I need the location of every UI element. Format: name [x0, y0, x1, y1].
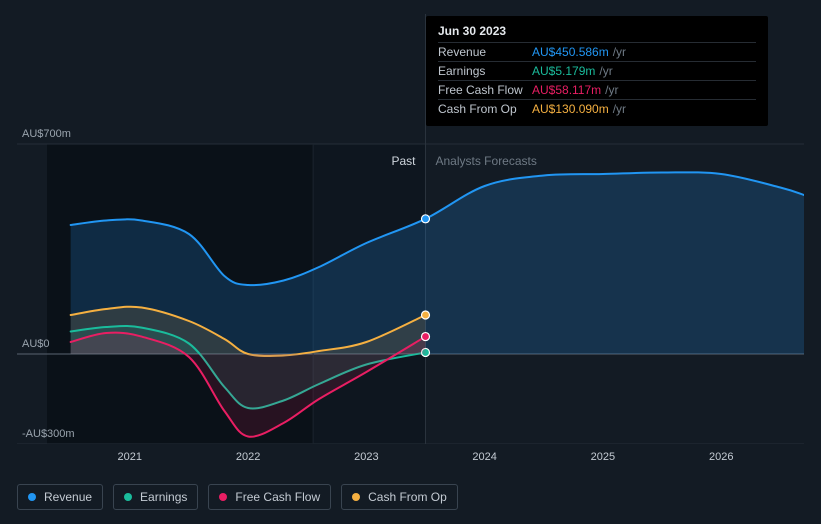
- tooltip-row-value: AU$5.179m: [532, 64, 595, 78]
- tooltip-row-label: Revenue: [438, 45, 532, 59]
- legend-item-label: Earnings: [140, 490, 187, 504]
- tooltip-row-suffix: /yr: [599, 64, 612, 78]
- section-label-forecast: Analysts Forecasts: [436, 154, 537, 168]
- tooltip-row: RevenueAU$450.586m/yr: [438, 42, 756, 61]
- legend-dot-icon: [352, 493, 360, 501]
- tooltip-row: Free Cash FlowAU$58.117m/yr: [438, 80, 756, 99]
- tooltip-row-suffix: /yr: [613, 45, 626, 59]
- tooltip-row-label: Cash From Op: [438, 102, 532, 116]
- tooltip-row-label: Free Cash Flow: [438, 83, 532, 97]
- tooltip-row: EarningsAU$5.179m/yr: [438, 61, 756, 80]
- x-axis-label: 2022: [236, 451, 260, 463]
- legend-dot-icon: [28, 493, 36, 501]
- y-axis-label: -AU$300m: [22, 428, 75, 440]
- legend-item-revenue[interactable]: Revenue: [17, 484, 103, 510]
- legend-item-cash_from_op[interactable]: Cash From Op: [341, 484, 458, 510]
- legend-dot-icon: [219, 493, 227, 501]
- tooltip-row-label: Earnings: [438, 64, 532, 78]
- legend: Revenue Earnings Free Cash Flow Cash From O…: [17, 484, 458, 510]
- legend-item-fcf[interactable]: Free Cash Flow: [208, 484, 331, 510]
- tooltip-row: Cash From OpAU$130.090m/yr: [438, 99, 756, 118]
- x-axis-label: 2023: [354, 451, 378, 463]
- y-axis-label: AU$0: [22, 338, 50, 350]
- tooltip-row-value: AU$58.117m: [532, 83, 601, 97]
- tooltip-row-suffix: /yr: [613, 102, 626, 116]
- tooltip-row-value: AU$450.586m: [532, 45, 609, 59]
- tooltip-row-value: AU$130.090m: [532, 102, 609, 116]
- tooltip-row-suffix: /yr: [605, 83, 618, 97]
- x-axis-label: 2021: [118, 451, 142, 463]
- legend-item-label: Revenue: [44, 490, 92, 504]
- y-axis-label: AU$700m: [22, 128, 71, 140]
- section-label-past: Past: [392, 154, 416, 168]
- chart-tooltip: Jun 30 2023 RevenueAU$450.586m/yrEarning…: [426, 16, 768, 126]
- tooltip-title: Jun 30 2023: [438, 24, 756, 42]
- legend-item-label: Cash From Op: [368, 490, 447, 504]
- x-axis-label: 2024: [472, 451, 496, 463]
- legend-item-earnings[interactable]: Earnings: [113, 484, 198, 510]
- legend-item-label: Free Cash Flow: [235, 490, 320, 504]
- legend-dot-icon: [124, 493, 132, 501]
- x-axis-label: 2025: [591, 451, 615, 463]
- x-axis-label: 2026: [709, 451, 733, 463]
